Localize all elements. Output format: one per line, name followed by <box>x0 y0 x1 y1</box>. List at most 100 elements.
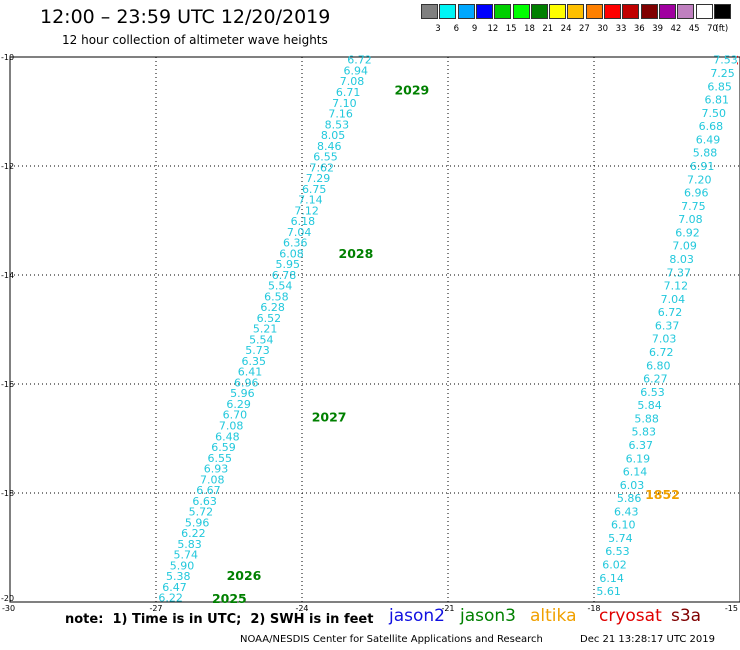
swh-value: 5.95 <box>276 258 301 271</box>
swh-value: 6.63 <box>192 495 217 508</box>
pass-number-label: 18 <box>737 298 740 313</box>
pass-number-label: 2 <box>736 53 740 68</box>
y-tick-label: -10 <box>1 53 14 62</box>
swh-value: 6.81 <box>704 94 729 107</box>
legend-label: 3 <box>435 24 441 34</box>
swh-value: 6.59 <box>211 441 236 454</box>
swh-value: 6.70 <box>223 409 248 422</box>
swh-value: 6.27 <box>643 373 668 386</box>
legend-swatch <box>604 4 621 19</box>
y-tick-label: -12 <box>1 162 14 171</box>
swh-value: 6.68 <box>699 120 724 133</box>
mission-jason2: jason2 <box>389 606 445 626</box>
legend-label: 45 <box>688 24 700 34</box>
swh-value: 7.12 <box>294 204 319 217</box>
swh-value: 5.21 <box>253 323 278 336</box>
legend-swatch <box>457 4 475 19</box>
pass-number-label: 1852 <box>645 487 680 502</box>
swh-value: 6.18 <box>291 215 316 228</box>
swh-value: 7.04 <box>287 226 312 239</box>
legend-label: 24 <box>560 24 572 34</box>
swh-value: 6.49 <box>696 133 721 146</box>
swh-value: 5.72 <box>189 506 214 519</box>
swh-value: 6.35 <box>242 355 267 368</box>
legend-label: 12 <box>487 24 499 34</box>
swh-value: 6.55 <box>208 452 233 465</box>
swh-value: 6.43 <box>614 505 639 518</box>
x-tick-label: -18 <box>587 604 600 613</box>
swh-value: 6.91 <box>690 160 715 173</box>
mission-cryosat: cryosat <box>599 606 662 626</box>
swh-value: 5.96 <box>230 387 255 400</box>
swh-value: 5.86 <box>617 492 642 505</box>
legend-swatch <box>439 4 457 19</box>
swh-value: 8.03 <box>669 253 694 266</box>
swh-value: 6.08 <box>279 247 304 260</box>
swh-value: 6.53 <box>640 386 665 399</box>
legend-label: 27 <box>578 24 590 34</box>
swh-value: 6.03 <box>620 479 645 492</box>
swh-value: 7.04 <box>661 293 686 306</box>
legend-label: 42 <box>670 24 682 34</box>
swh-value: 6.48 <box>215 430 240 443</box>
swh-value: 5.96 <box>185 516 210 529</box>
swh-value: 6.93 <box>204 463 229 476</box>
swh-value: 7.16 <box>328 108 353 121</box>
swh-value: 6.41 <box>238 366 263 379</box>
legend-swatch <box>713 4 731 19</box>
legend-swatch <box>585 4 603 19</box>
swh-value: 5.74 <box>608 532 633 545</box>
swh-value: 5.54 <box>249 333 274 346</box>
swh-value: 6.29 <box>226 398 251 411</box>
swh-value: 6.19 <box>626 452 651 465</box>
legend-swatch <box>677 4 695 19</box>
swh-value: 8.53 <box>325 118 350 131</box>
swh-value: 6.75 <box>302 183 327 196</box>
swh-value: 6.96 <box>684 187 709 200</box>
legend-label: 30 <box>597 24 609 34</box>
swh-value: 5.84 <box>637 399 662 412</box>
y-tick-label: -18 <box>1 489 14 498</box>
x-tick-label: -30 <box>2 604 15 613</box>
legend-label: 21 <box>542 24 554 34</box>
legend-label: 36 <box>633 24 645 34</box>
legend-swatch <box>658 4 676 19</box>
swh-value: 6.22 <box>158 592 183 605</box>
legend-label: 39 <box>652 24 664 34</box>
legend-label: 9 <box>471 24 478 34</box>
swh-value: 6.14 <box>599 572 624 585</box>
chart-title: 12:00 – 23:59 UTC 12/20/2019 <box>40 6 331 28</box>
legend-swatch <box>567 4 585 19</box>
pass-number-label: 2028 <box>339 246 374 261</box>
swh-value: 7.50 <box>702 107 727 120</box>
swh-value: 5.54 <box>268 280 293 293</box>
swh-value: 5.90 <box>170 559 195 572</box>
swh-value: 6.71 <box>336 86 361 99</box>
swh-value: 6.28 <box>260 301 285 314</box>
legend-swatch <box>475 4 493 19</box>
x-tick-label: -15 <box>725 604 738 613</box>
axis-ticks: -30 -27 -24 -21 -18 -15 -10 -12 -14 -16 -18 -20 <box>1 53 738 613</box>
pass-number-label: 2025 <box>212 591 247 606</box>
mission-altika: altika <box>530 606 577 626</box>
swh-value: 6.80 <box>646 359 671 372</box>
swh-value: 5.83 <box>177 538 202 551</box>
mission-jason3: jason3 <box>460 606 516 626</box>
swh-value: 5.74 <box>174 549 199 562</box>
swh-value: 6.36 <box>283 237 308 250</box>
swh-value: 5.61 <box>596 585 621 598</box>
swh-value: 7.75 <box>681 200 706 213</box>
swh-value: 7.08 <box>219 420 244 433</box>
swh-value: 7.14 <box>298 194 323 207</box>
legend-swatch <box>530 4 548 19</box>
swh-value: 7.08 <box>200 473 225 486</box>
swh-value: 8.05 <box>321 129 346 142</box>
legend-label: 70 <box>707 24 718 34</box>
swh-value: 7.10 <box>332 97 357 110</box>
swh-value: 5.88 <box>634 412 659 425</box>
swh-value: 6.14 <box>623 466 648 479</box>
mission-s3a: s3a <box>671 606 702 626</box>
swh-value: 6.10 <box>611 519 636 532</box>
grid-lines <box>10 57 740 602</box>
